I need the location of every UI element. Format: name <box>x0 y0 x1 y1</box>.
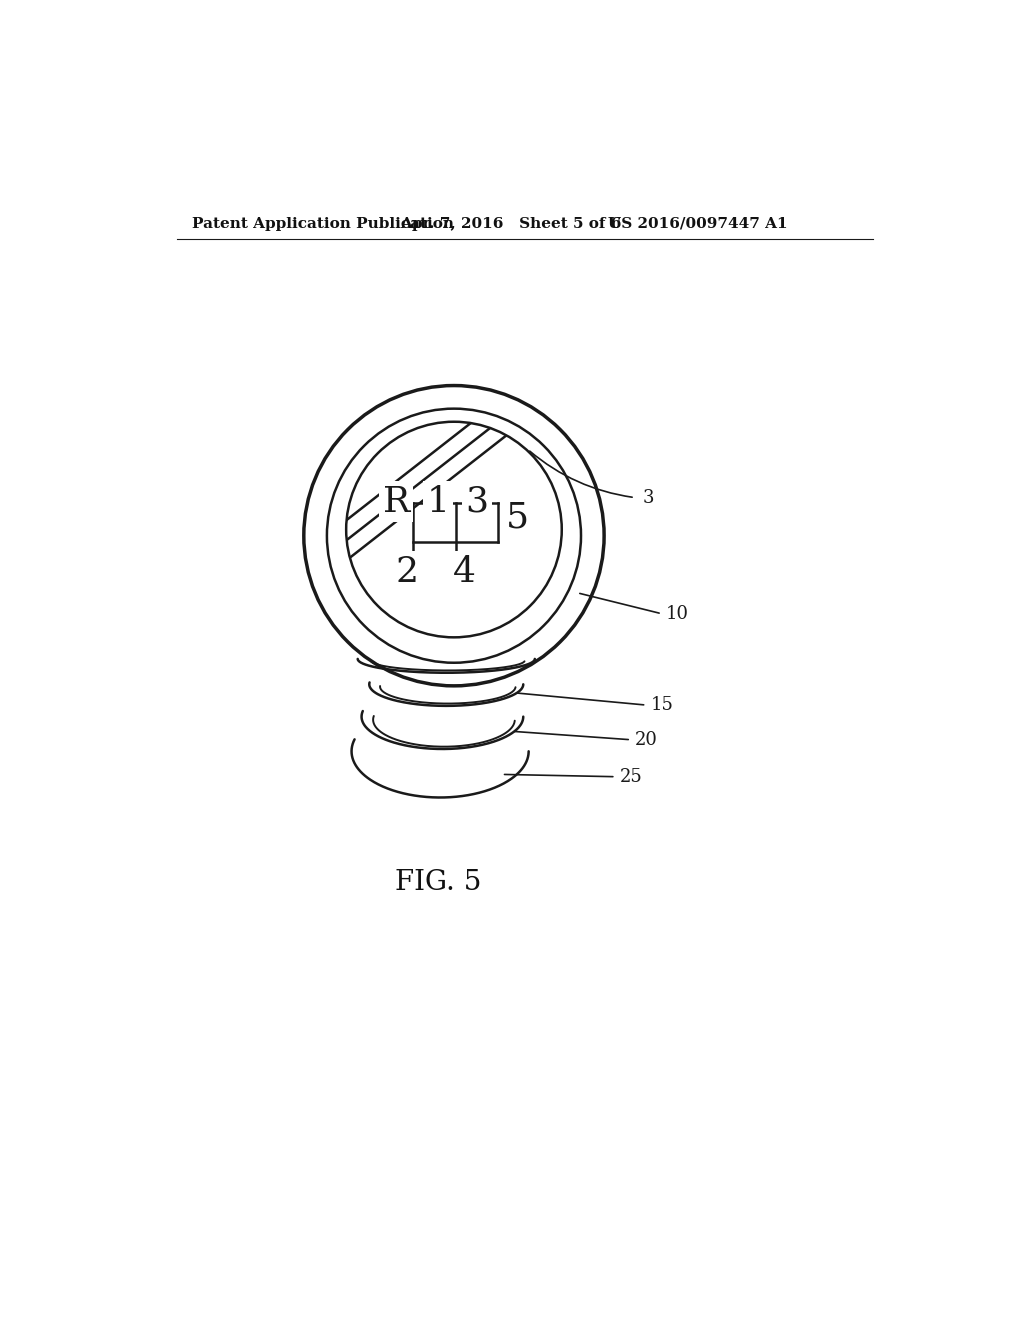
Text: 20: 20 <box>635 731 657 748</box>
Text: 4: 4 <box>453 554 475 589</box>
Text: 5: 5 <box>506 500 528 535</box>
Text: 25: 25 <box>620 768 642 785</box>
Text: 2: 2 <box>395 554 419 589</box>
Text: Patent Application Publication: Patent Application Publication <box>193 216 455 231</box>
Text: 1: 1 <box>426 484 450 519</box>
Circle shape <box>346 422 562 638</box>
Text: 3: 3 <box>466 484 488 519</box>
Text: R: R <box>383 484 410 519</box>
Text: FIG. 5: FIG. 5 <box>395 869 481 896</box>
Text: Apr. 7, 2016   Sheet 5 of 6: Apr. 7, 2016 Sheet 5 of 6 <box>400 216 622 231</box>
Circle shape <box>327 409 581 663</box>
Text: 15: 15 <box>650 696 673 714</box>
Text: 10: 10 <box>666 605 689 623</box>
Text: US 2016/0097447 A1: US 2016/0097447 A1 <box>608 216 787 231</box>
Text: 3: 3 <box>643 488 654 507</box>
